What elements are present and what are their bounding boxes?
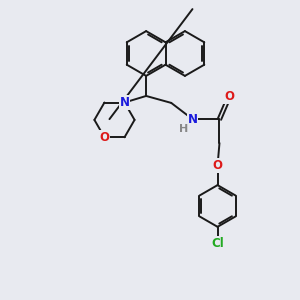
Text: Cl: Cl (211, 236, 224, 250)
Text: O: O (224, 90, 234, 103)
Text: H: H (179, 124, 189, 134)
Text: N: N (188, 112, 197, 126)
Text: N: N (119, 96, 130, 109)
Text: O: O (100, 131, 110, 144)
Text: O: O (213, 159, 223, 172)
